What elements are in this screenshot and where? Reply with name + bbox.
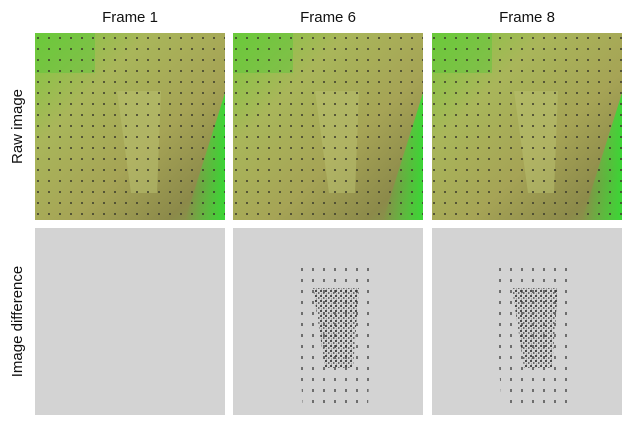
column-header: Frame 1 bbox=[102, 9, 158, 26]
marker-dots bbox=[233, 33, 423, 220]
marker-dots bbox=[432, 33, 622, 220]
raw-image bbox=[432, 33, 622, 220]
figure: Frame 1 Frame 6 Frame 8 Raw image Image diff… bbox=[0, 0, 627, 416]
row-label: Image difference bbox=[9, 266, 26, 377]
raw-image bbox=[233, 33, 423, 220]
column-header: Frame 8 bbox=[499, 9, 555, 26]
difference-image bbox=[233, 228, 423, 415]
marker-dots bbox=[35, 33, 225, 220]
column-header: Frame 6 bbox=[300, 9, 356, 26]
difference-image bbox=[432, 228, 622, 415]
row-label: Raw image bbox=[9, 89, 26, 164]
image-bg bbox=[35, 228, 225, 415]
raw-image bbox=[35, 33, 225, 220]
difference-image bbox=[35, 228, 225, 415]
